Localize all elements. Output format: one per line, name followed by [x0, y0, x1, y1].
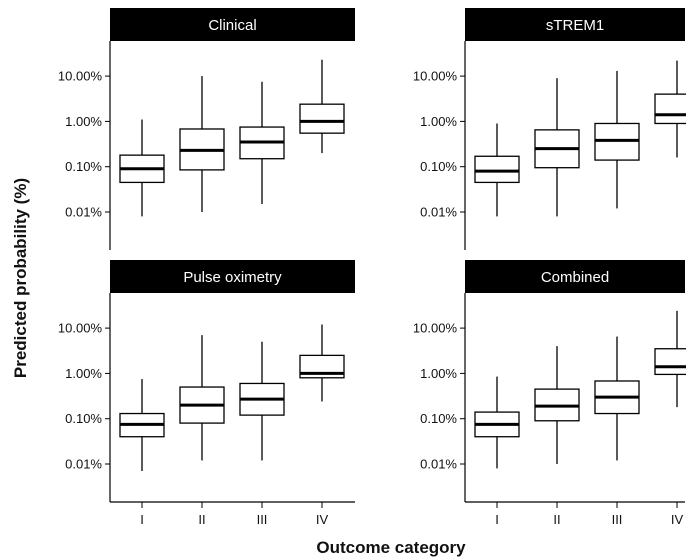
panel-2-title: sTREM1	[546, 17, 604, 34]
panel-1-y-tick-label: 0.10%	[65, 159, 102, 174]
panel-3-strip	[110, 260, 355, 293]
panel-3-title: Pulse oximetry	[183, 269, 282, 286]
panel-4-y-tick-label: 10.00%	[413, 321, 458, 336]
panel-4-y-tick-label: 0.01%	[420, 457, 457, 472]
panel-4-title: Combined	[541, 269, 609, 286]
panel-4-strip	[465, 260, 685, 293]
panel-1-strip	[110, 8, 355, 41]
panel-1-y-tick-label: 0.01%	[65, 205, 102, 220]
y-axis-title: Predicted probability (%)	[11, 178, 30, 378]
panel-3-x-tick-label: II	[198, 512, 205, 527]
panel-2-box-IV-iqr-box	[654, 93, 686, 125]
panel-2-y-tick-label: 1.00%	[420, 114, 457, 129]
panel-3-y-tick-label: 0.01%	[65, 457, 102, 472]
panel-2-y-tick-label: 0.01%	[420, 205, 457, 220]
panel-3-y-tick-label: 10.00%	[58, 321, 103, 336]
panel-2-box-I-iqr-box	[474, 155, 520, 184]
panel-4-y-tick-label: 0.10%	[420, 411, 457, 426]
panel-3-x-tick-label: I	[140, 512, 144, 527]
panel-4-y-tick-label: 1.00%	[420, 366, 457, 381]
panel-4-x-tick-label: III	[612, 512, 623, 527]
panel-3-x-tick-label: III	[257, 512, 268, 527]
panel-1-title: Clinical	[208, 17, 256, 34]
panel-1-y-tick-label: 1.00%	[65, 114, 102, 129]
panel-4-box-IV-iqr-box	[654, 348, 686, 376]
panel-3-y-tick-label: 0.10%	[65, 411, 102, 426]
panel-3-y-tick-label: 1.00%	[65, 366, 102, 381]
plot-layer: Clinical 0.01% 0.10% 1.00% 10.00% sTREM1 0.01%…	[58, 8, 686, 527]
panel-4-x-tick-label: I	[495, 512, 499, 527]
panel-1-box-IV-iqr-box	[299, 103, 345, 134]
panel-4-x-tick-label: IV	[671, 512, 684, 527]
panel-1-y-tick-label: 10.00%	[58, 69, 103, 84]
panel-2-y-tick-label: 10.00%	[413, 69, 458, 84]
panel-2-strip	[465, 8, 685, 41]
panel-2-y-tick-label: 0.10%	[420, 159, 457, 174]
panel-4-x-tick-label: II	[553, 512, 560, 527]
x-axis-title: Outcome category	[316, 538, 466, 557]
panel-3-x-tick-label: IV	[316, 512, 329, 527]
